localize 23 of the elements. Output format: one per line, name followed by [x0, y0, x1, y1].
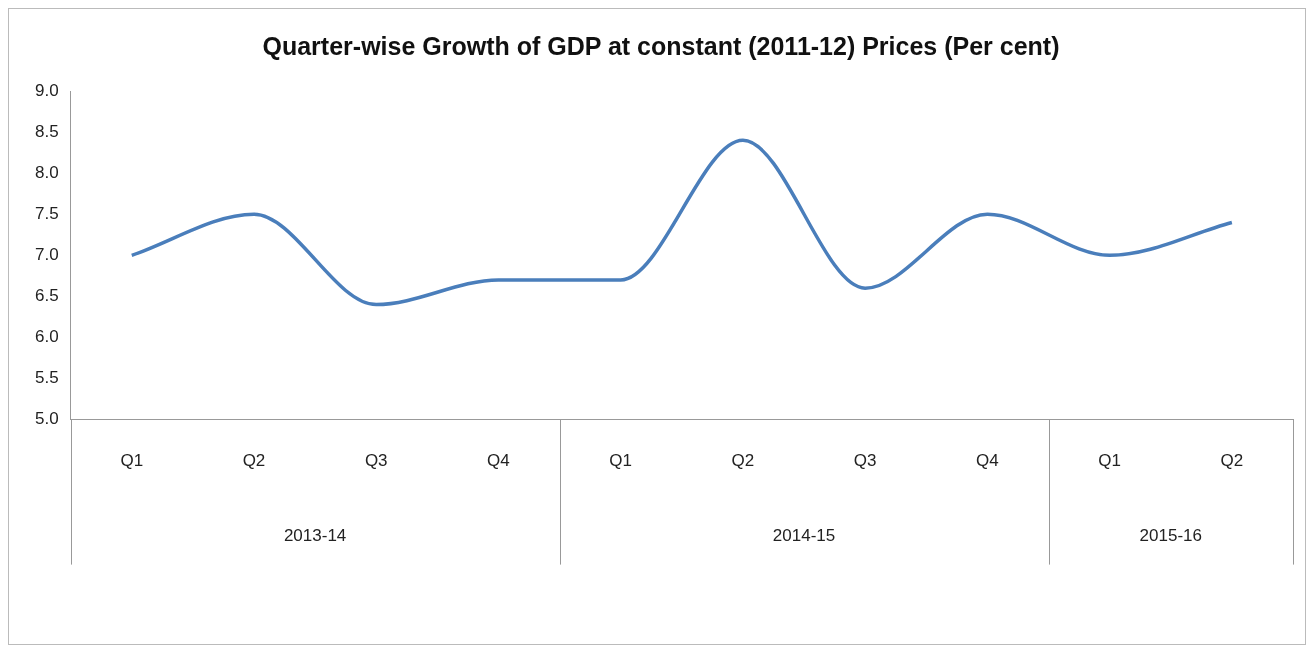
x-tick-label: Q2 [242, 451, 266, 471]
y-tick-label: 5.5 [34, 368, 59, 388]
y-tick-label: 7.5 [34, 203, 59, 223]
y-tick-label: 5.0 [34, 409, 59, 429]
y-tick-label: 9.0 [34, 80, 59, 100]
y-tick-label: 7.0 [34, 244, 59, 264]
x-tick-label: Q1 [609, 451, 633, 471]
y-tick-label: 6.5 [34, 286, 59, 306]
y-tick-label: 6.0 [34, 327, 59, 347]
y-tick-label: 8.0 [34, 162, 59, 182]
x-tick-label: Q3 [853, 451, 877, 471]
x-tick-label: Q1 [120, 451, 144, 471]
x-tick-label: Q1 [1098, 451, 1121, 471]
chart-title: Quarter-wise Growth of GDP at constant (2011-12) Prices (Per cent) [262, 31, 1060, 60]
text: 2014-15 [772, 526, 836, 546]
x-tick-label: Q2 [1220, 451, 1244, 471]
x-tick-label: Q4 [976, 451, 999, 471]
x-tick-label: Q3 [364, 451, 388, 471]
text: 2013-14 [283, 526, 347, 546]
x-tick-label: Q4 [487, 451, 510, 471]
y-tick-label: 8.5 [34, 121, 59, 141]
text: 2015-16 [1139, 526, 1202, 546]
x-tick-label: Q2 [731, 451, 755, 471]
